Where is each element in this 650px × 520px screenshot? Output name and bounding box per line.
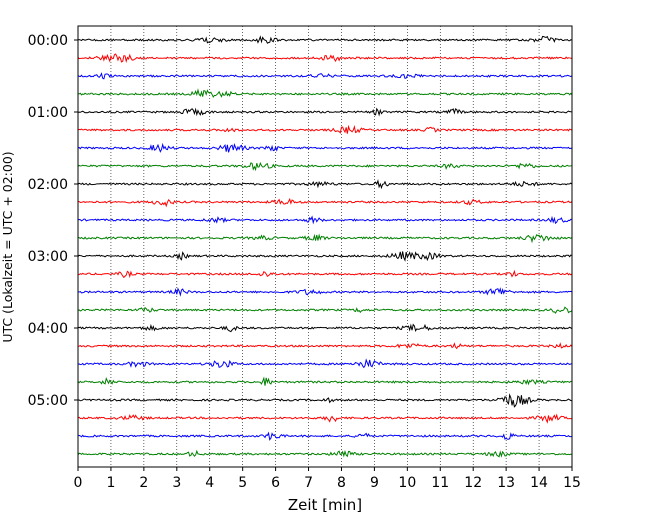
x-tick-label: 2 (139, 475, 148, 491)
x-axis-ticks: 0 1 2 3 4 5 6 7 8 9 10 11 12 13 14 15 (74, 467, 581, 491)
trace-line (77, 413, 573, 424)
trace-line (77, 107, 573, 117)
trace-line (77, 376, 573, 386)
y-tick-label: 04:00 (28, 321, 68, 337)
trace-line (77, 251, 573, 262)
x-tick-label: 1 (106, 475, 115, 491)
x-axis-label: Zeit [min] (288, 496, 362, 514)
x-tick-label: 13 (497, 475, 515, 491)
x-tick-label: 15 (563, 475, 581, 491)
y-tick-label: 01:00 (28, 105, 68, 121)
x-tick-label: 3 (172, 475, 181, 491)
plot-frame (77, 25, 573, 468)
trace-line (77, 393, 573, 408)
trace-line (77, 269, 573, 279)
y-axis-ticks: 00:00 01:00 02:00 03:00 04:00 05:00 (28, 33, 78, 409)
trace-line (77, 179, 573, 190)
x-tick-label: 5 (238, 475, 247, 491)
trace-line (77, 161, 573, 172)
trace-line (77, 342, 573, 350)
x-tick-label: 11 (431, 475, 449, 491)
x-tick-label: 8 (337, 475, 346, 491)
trace-line (77, 215, 573, 225)
trace-line (77, 306, 573, 314)
y-axis-label: UTC (Lokalzeit = UTC + 02:00) (0, 151, 15, 342)
trace-line (77, 233, 573, 244)
trace-line (77, 124, 573, 134)
y-tick-label: 05:00 (28, 393, 68, 409)
trace-line (77, 53, 573, 64)
trace-line (77, 287, 573, 297)
x-tick-label: 12 (464, 475, 482, 491)
x-tick-label: 6 (271, 475, 280, 491)
y-tick-label: 00:00 (28, 33, 68, 49)
x-tick-label: 14 (530, 475, 548, 491)
trace-line (77, 431, 573, 441)
trace-line (77, 197, 573, 208)
trace-line (77, 358, 573, 369)
trace-line (77, 142, 573, 153)
y-tick-label: 03:00 (28, 249, 68, 265)
x-tick-label: 7 (304, 475, 313, 491)
trace-line (77, 323, 573, 333)
x-tick-label: 9 (370, 475, 379, 491)
x-tick-label: 10 (398, 475, 416, 491)
y-tick-label: 02:00 (28, 177, 68, 193)
x-tick-label: 4 (205, 475, 214, 491)
trace-line (77, 72, 573, 80)
trace-line (77, 35, 573, 44)
x-tick-label: 0 (74, 475, 83, 491)
trace-line (77, 449, 573, 458)
trace-group (77, 35, 573, 458)
trace-line (77, 88, 573, 98)
